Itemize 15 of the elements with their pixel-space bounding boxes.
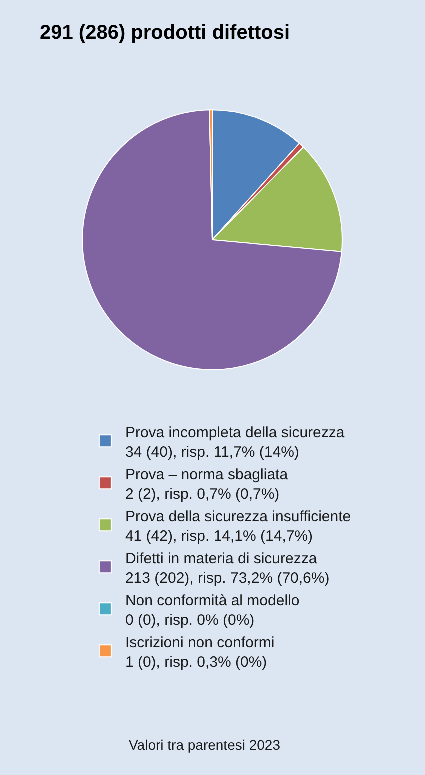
pie-slice [82,110,342,370]
legend-label: Prova della sicurezza insufficiente [125,508,352,526]
legend-label: Prova – norma sbagliata [125,466,289,484]
data-label: 34 (40), risp. 11,7% (14%) [125,444,300,461]
data-label: 213 (202), risp. 73,2% (70,6%) [125,570,330,587]
legend-label: Iscrizioni non conformi [125,634,275,652]
legend-label: Prova incompleta della sicurezza [125,424,346,442]
text: 0 (0), risp. 0% (0%) [125,612,255,629]
legend-label: Non conformità al modello [125,592,300,610]
text: Valori tra parentesi 2023 [129,737,281,753]
data-label: 41 (42), risp. 14,1% (14,7%) [125,528,314,545]
legend-label: Difetti in materia di sicurezza [125,550,318,568]
data-label: 2 (2), risp. 0,7% (0,7%) [125,486,280,503]
data-label: 1 (0), risp. 0,3% (0%) [125,654,268,671]
chart-title: 291 (286) prodotti difettosi [40,22,290,44]
